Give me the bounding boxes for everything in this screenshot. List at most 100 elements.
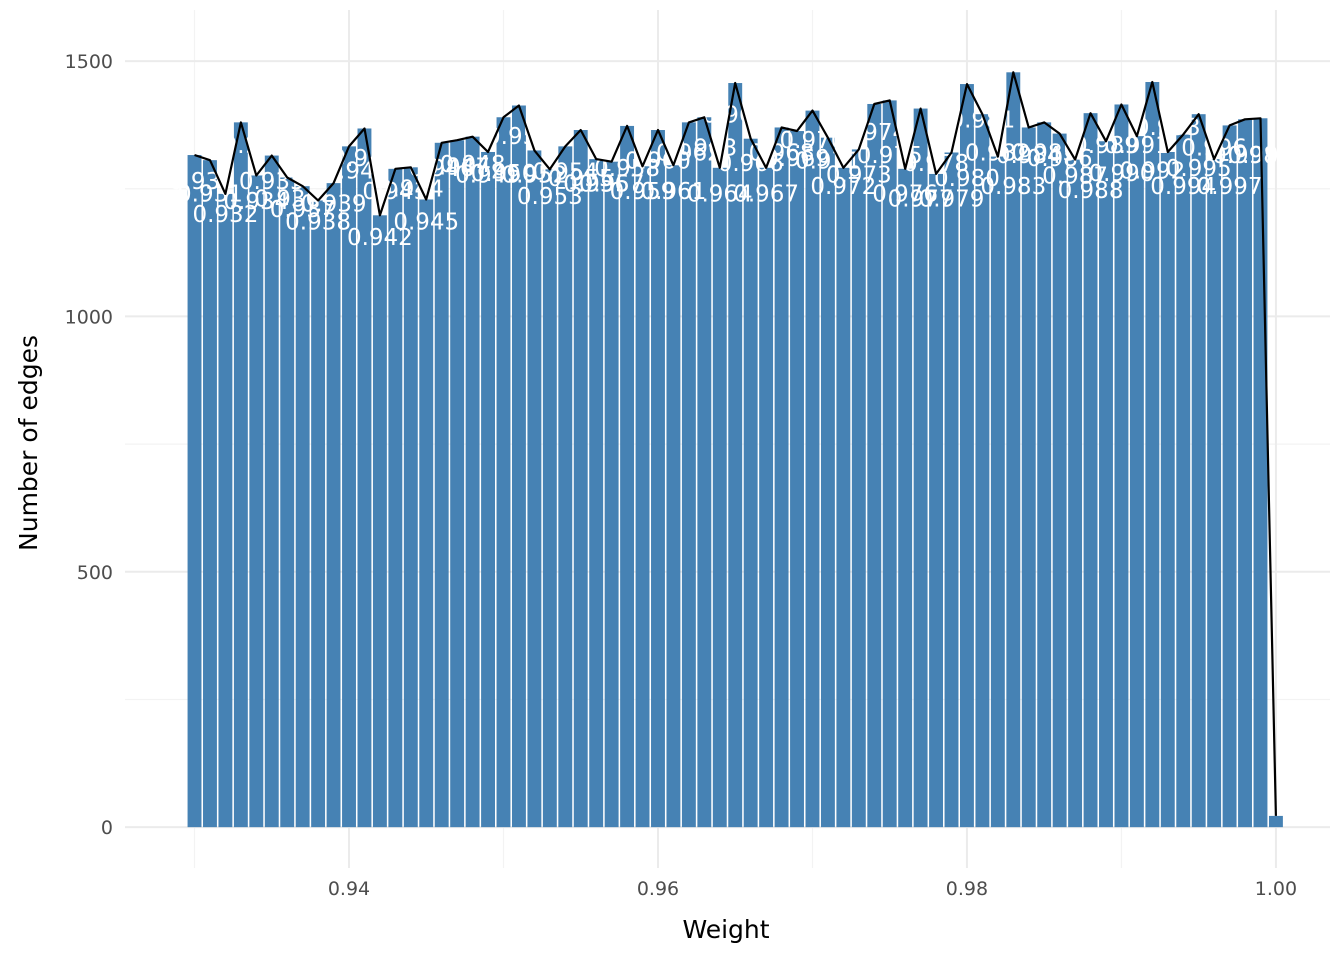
histogram-bar [635,166,650,828]
histogram-bar [743,138,758,828]
histogram-bar [1238,119,1252,828]
bar-value-label: 0.979 [919,187,985,213]
bar-value-label: 0.983 [980,174,1046,200]
histogram-bar [898,168,913,828]
y-axis-title: Number of edges [14,335,43,551]
bar-value-label: 0.990 [1089,161,1155,187]
histogram-bar [851,149,866,828]
histogram-bar [820,137,835,828]
bar-value-label: 0.953 [517,184,583,210]
bar-value-label: 0.998 [1212,143,1278,169]
histogram-bar [1114,104,1129,828]
histogram-bar [929,173,944,828]
y-tick-label: 0 [101,817,113,839]
y-axis-ticks: 0 500 1000 1500 [65,51,113,839]
histogram-bar [1222,125,1237,828]
x-tick-label: 0.94 [328,878,370,900]
histogram-bar [527,150,542,828]
histogram-bar [712,167,727,828]
histogram-bar [233,122,248,828]
bar-value-label: 0.972 [810,174,876,200]
histogram-bar [620,125,635,828]
bar-value-label: 0.992 [1119,159,1185,185]
histogram-bar [1253,118,1268,828]
bar-value-label: 0.938 [285,210,351,236]
x-axis-ticks: 0.94 0.96 0.98 1.00 [328,878,1297,900]
histogram-bar [728,83,743,828]
x-axis-title: Weight [682,915,769,944]
histogram-bar [542,169,557,828]
histogram-bar [944,152,959,828]
histogram-bar [511,105,526,828]
histogram-bar [836,167,851,828]
bar-value-label: 0.988 [1058,178,1124,204]
histogram-bar [187,155,202,828]
bar-value-label: 0.957 [579,171,645,197]
histogram-bar [774,127,789,828]
histogram-bar [604,161,619,828]
bar-value-label: 0.932 [192,202,258,228]
bar-value-label: 0.955 [548,166,614,192]
histogram-bar [1099,141,1113,828]
bar-value-label: 0.965 [702,102,768,128]
bar-value-label: 0.961 [640,179,706,205]
bar-value-label: 0.987 [1042,164,1108,190]
histogram-bar [280,177,295,828]
bar-value-label: 0.954 [532,160,598,186]
y-tick-label: 1500 [65,51,113,73]
bar-value-label: 0.941 [332,146,398,172]
histogram-bar [326,183,341,828]
histogram-bar [1021,127,1036,828]
bar-value-label: 0.949 [455,163,521,189]
histogram-bar [790,131,804,828]
histogram-bar [651,130,665,828]
histogram-bar [1145,82,1160,828]
bar-value-label: 0.931 [177,182,243,208]
x-tick-label: 1.00 [1255,878,1297,900]
histogram-bar [1129,136,1144,828]
bar-value-label: 0.934 [223,189,289,215]
histogram-bar [357,128,372,828]
histogram-bar [1052,133,1067,828]
histogram-bar [434,142,449,828]
bar-value-label: 0.964 [687,182,753,208]
histogram-bar [388,168,403,828]
bar-value-label: 0.969 [764,146,830,172]
histogram-bar [589,159,604,828]
y-tick-label: 1000 [65,306,113,328]
histogram-bar [264,155,279,828]
bar-value-label: 0.946 [409,156,475,182]
bar-value-label: 0.993 [1135,115,1201,141]
bar-value-label: 0.966 [718,151,784,177]
histogram-bar [311,200,326,828]
bar-value-label: 0.994 [1150,174,1216,200]
histogram-bar [496,117,511,828]
bar-value-label: 0.989 [1073,133,1139,159]
histogram-bar [419,199,434,828]
frequency-line [194,71,1277,816]
histogram-bar [465,136,480,828]
histogram-bar [1006,72,1021,828]
histogram-bar [573,130,588,828]
histogram-bar [295,186,310,828]
histogram-bar [249,175,264,828]
histogram-bar [759,167,774,828]
x-tick-label: 0.96 [637,878,679,900]
y-tick-label: 500 [77,562,113,584]
histogram-bar [450,140,465,828]
histogram-bar [1207,159,1222,828]
histogram-bar [882,100,897,828]
bar-value-label: 0.962 [656,141,722,167]
bar-value-label: 0.950 [471,161,537,187]
bar-value-label: 0.986 [1027,146,1093,172]
bar-value-label: 0.952 [501,163,567,189]
histogram-bar [218,193,233,828]
bar-value-label: 0.942 [347,225,413,251]
histogram-bar [913,108,928,828]
histogram-bar [1176,134,1191,828]
histogram-bar [975,114,990,828]
histogram-bar [666,165,681,828]
histogram-bar [805,110,820,828]
histogram-bar [990,156,1005,828]
